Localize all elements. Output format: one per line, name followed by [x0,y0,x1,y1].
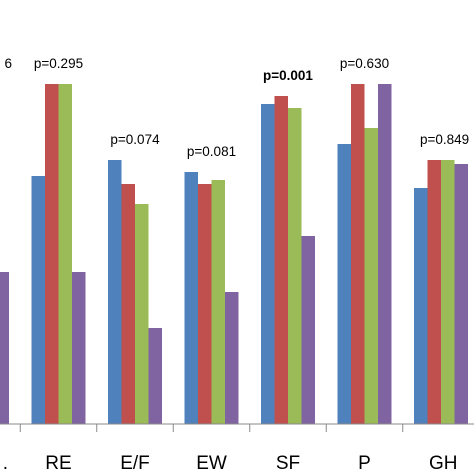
bars-layer [0,84,468,424]
x-tick-label: E/F [120,453,150,474]
bar-6-series-2 [441,160,455,424]
x-tick-label: . [3,453,8,474]
bar-1-series-3 [72,272,86,424]
bar-4-series-3 [301,236,315,424]
bar-5-series-1 [351,84,365,424]
bar-2-series-0 [108,160,122,424]
bar-4-series-1 [274,96,288,424]
p-value-label: p=0.081 [187,144,236,159]
p-value-label: 6 [4,56,12,71]
bar-0-series-3 [0,272,9,424]
bar-6-series-3 [454,164,468,424]
annotations-layer: 6 p=0.295 p=0.074 p=0.081 p=0.001 p=0.630 p=0.… [4,56,469,159]
bar-1-series-2 [58,84,72,424]
bar-4-series-0 [261,104,275,424]
p-value-label: p=0.849 [420,132,469,147]
p-value-label: p=0.295 [34,56,83,71]
bar-2-series-1 [121,184,135,424]
x-tick-label: EW [196,453,227,474]
bar-3-series-0 [184,172,198,424]
p-value-label: p=0.074 [110,132,160,147]
bar-5-series-2 [364,128,378,424]
bar-2-series-2 [135,204,149,424]
bar-6-series-0 [414,188,428,424]
bar-5-series-0 [337,144,351,424]
bar-3-series-3 [225,292,239,424]
x-tick-label: RE [45,453,71,474]
x-tick-label: GH [429,453,458,474]
p-value-label: p=0.001 [263,68,313,83]
x-tick-label: SF [276,453,300,474]
x-ticks-layer [19,424,404,432]
bar-3-series-1 [198,184,212,424]
x-tick-label: P [358,453,371,474]
bar-1-series-1 [45,84,59,424]
bar-1-series-0 [31,176,45,424]
p-value-label: p=0.630 [340,56,389,71]
bar-4-series-2 [288,108,302,424]
bar-5-series-3 [378,84,392,424]
bar-3-series-2 [211,180,225,424]
bar-2-series-3 [148,328,162,424]
x-labels-layer: . RE E/F EW SF P GH [3,453,458,474]
bar-6-series-1 [427,160,441,424]
